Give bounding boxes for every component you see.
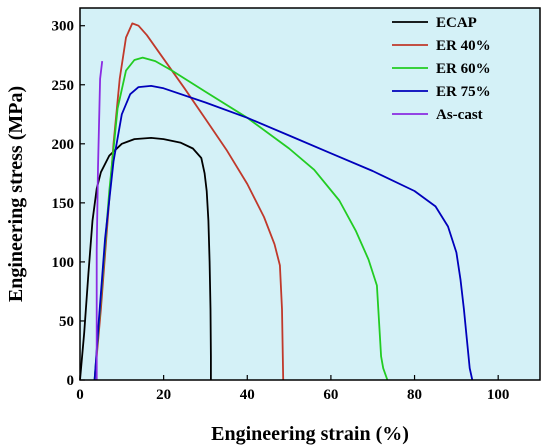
plot-frame: [79, 7, 541, 381]
y-axis-ticks: 0 50 100 150 200 250 300: [52, 19, 85, 389]
x-tick-label: 100: [487, 387, 510, 403]
y-tick-label: 150: [52, 196, 75, 212]
plot-background: [80, 8, 540, 380]
series-line-er-75-: [93, 85, 474, 381]
x-tick-label: 60: [323, 387, 338, 403]
y-tick-label: 50: [59, 314, 74, 330]
x-tick-label: 80: [407, 387, 422, 403]
series-line-as-cast: [95, 60, 104, 380]
series-line-ecap: [79, 137, 212, 381]
legend: ECAP ER 40% ER 60% ER 75% As-cast: [392, 15, 491, 123]
y-tick-label: 200: [52, 137, 75, 153]
series-layer: [79, 22, 474, 381]
x-axis-ticks: 0 20 40 60 80 100: [76, 375, 509, 403]
x-axis-title: Engineering strain (%): [211, 423, 409, 445]
y-tick-label: 0: [67, 373, 75, 389]
x-tick-label: 0: [76, 387, 84, 403]
x-tick-label: 40: [240, 387, 255, 403]
y-axis-title: Engineering stress (MPa): [5, 86, 27, 302]
legend-label: ER 40%: [436, 38, 491, 54]
legend-label: ECAP: [436, 15, 477, 31]
y-tick-label: 100: [52, 255, 75, 271]
legend-label: ER 60%: [436, 61, 491, 77]
x-tick-label: 20: [156, 387, 171, 403]
legend-label: ER 75%: [436, 84, 491, 100]
legend-label: As-cast: [436, 107, 483, 123]
y-tick-label: 250: [52, 78, 75, 94]
y-tick-label: 300: [52, 19, 75, 35]
